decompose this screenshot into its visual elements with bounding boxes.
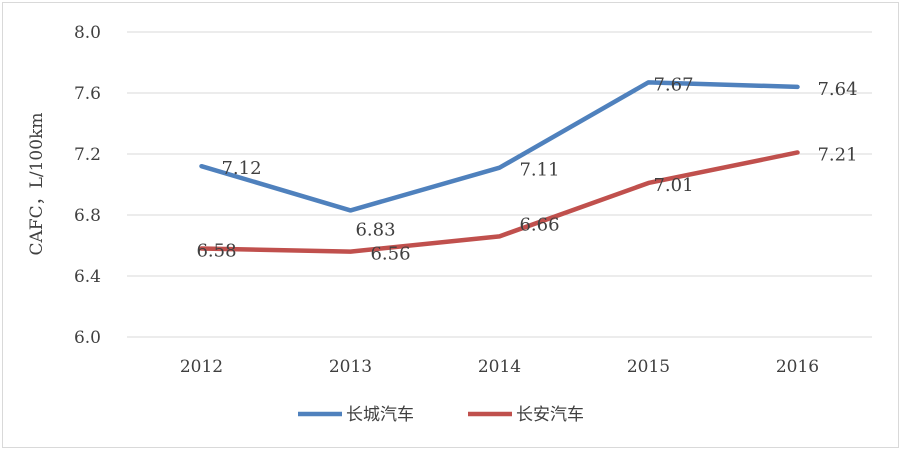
y-axis-label: CAFC，L/100km [27, 113, 47, 256]
data-label: 7.01 [653, 175, 693, 196]
y-tick-label: 6.4 [74, 267, 101, 287]
x-axis-ticks: 2012 2013 2014 2015 2016 [180, 357, 819, 377]
x-tick-label: 2014 [478, 357, 521, 377]
data-label: 7.12 [221, 158, 261, 179]
x-tick-label: 2013 [329, 357, 372, 377]
legend: 长城汽车 长安汽车 [298, 405, 584, 425]
y-tick-label: 8.0 [74, 23, 101, 43]
y-tick-label: 6.0 [74, 328, 101, 348]
y-tick-label: 6.8 [74, 206, 101, 226]
data-label: 7.67 [653, 74, 693, 95]
series-lines [199, 80, 800, 254]
legend-label: 长城汽车 [346, 405, 414, 425]
data-label: 6.83 [355, 219, 395, 240]
data-labels: 7.12 6.83 7.11 7.67 7.64 6.58 6.56 6.66 7.01 7.21 [196, 74, 857, 264]
data-label: 7.21 [817, 144, 857, 165]
x-tick-label: 2012 [180, 357, 223, 377]
x-tick-label: 2016 [776, 357, 819, 377]
data-label: 7.11 [519, 160, 559, 181]
data-label: 6.56 [370, 244, 410, 265]
y-axis-ticks: 6.0 6.4 6.8 7.2 7.6 8.0 [74, 23, 101, 348]
data-label: 6.58 [196, 241, 236, 262]
y-tick-label: 7.6 [74, 84, 101, 104]
gridlines [127, 31, 872, 338]
x-tick-label: 2015 [627, 357, 670, 377]
data-label: 7.64 [817, 79, 857, 100]
series-line-1 [199, 80, 800, 213]
data-label: 6.66 [519, 214, 559, 235]
y-tick-label: 7.2 [74, 145, 101, 165]
legend-label: 长安汽车 [516, 405, 584, 425]
